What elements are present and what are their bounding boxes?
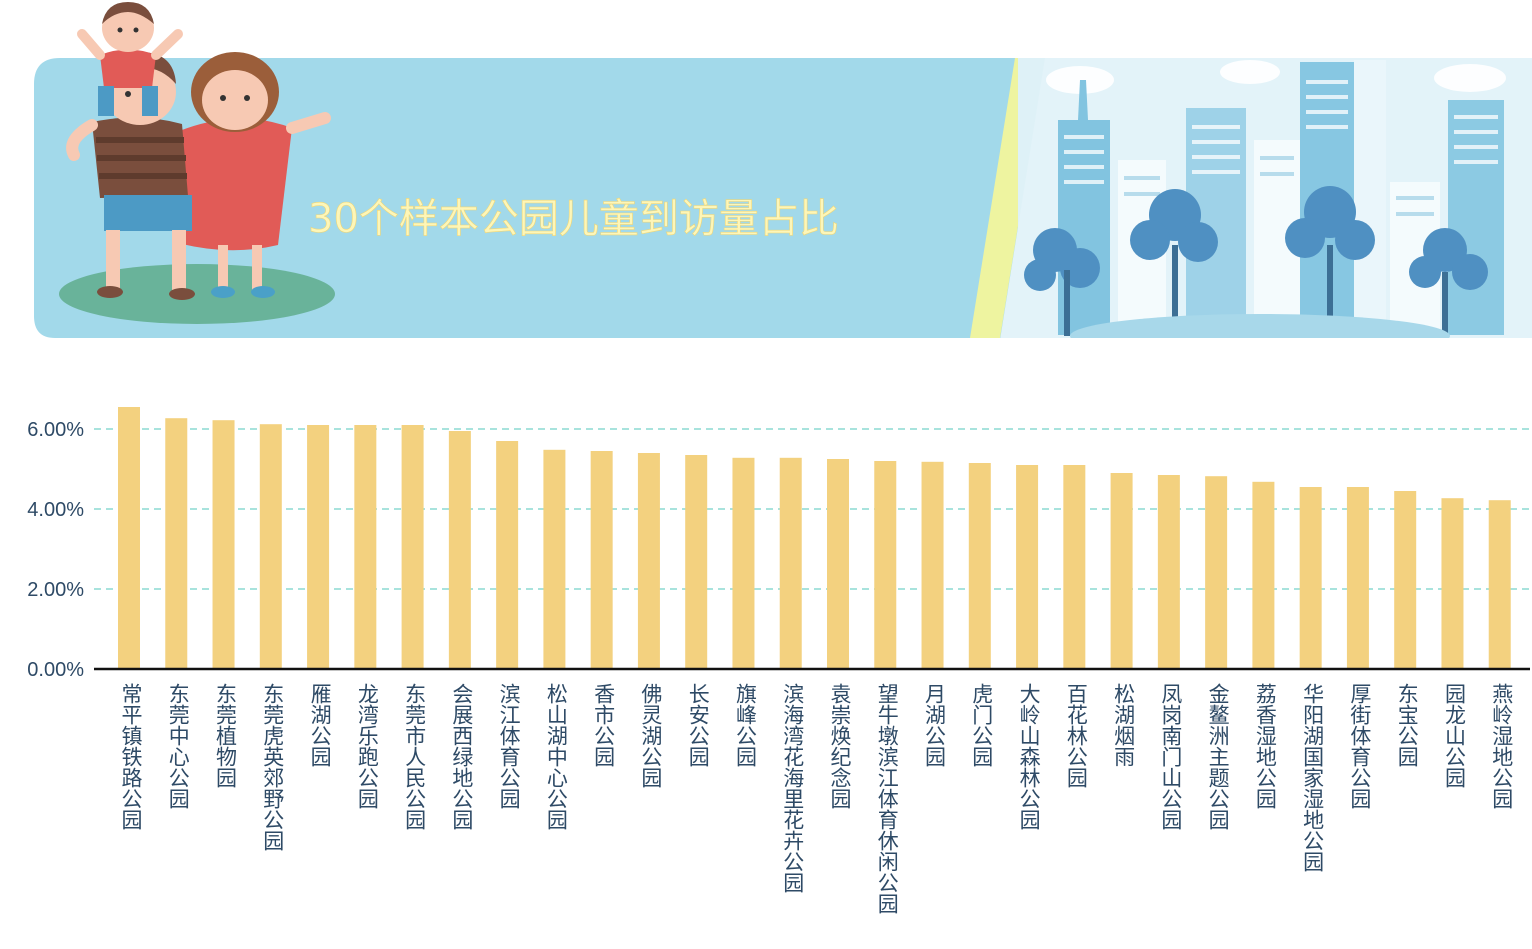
bar (1488, 500, 1511, 669)
x-tick-label: 会展西绿地公园 (450, 683, 474, 830)
x-tick-label: 东莞虎英郊野公园 (261, 683, 285, 851)
x-tick-label: 金鳌洲主题公园 (1206, 683, 1230, 830)
bar-chart: 0.00%2.00%4.00%6.00% 常平镇铁路公园 东莞中心公园 东莞植物园东… (27, 407, 1530, 914)
bar (543, 449, 566, 669)
x-tick-label: 龙湾乐跑公园 (355, 683, 379, 809)
x-tick-label: 松山湖中心公园 (544, 683, 568, 830)
x-tick-label: 园龙山公园 (1442, 683, 1466, 788)
bar (1016, 465, 1039, 669)
x-tick-label: 佛灵湖公园 (639, 683, 663, 788)
bar (1394, 491, 1417, 669)
x-tick-label: 大岭山森林公园 (1017, 683, 1041, 830)
x-tick-label: 凤岗南门山公园 (1159, 683, 1183, 830)
bar (165, 418, 188, 669)
bar (307, 425, 330, 669)
x-tick-label: 月湖公园 (923, 683, 947, 767)
x-tick-label: 香市公园 (592, 683, 616, 767)
ground-shadow (59, 264, 335, 324)
bar (874, 461, 897, 669)
family-illustration (66, 2, 331, 300)
bar (1157, 475, 1180, 669)
y-tick-label: 2.00% (27, 579, 84, 601)
x-tick-label: 松湖烟雨 (1112, 683, 1136, 767)
bar (354, 425, 377, 669)
x-tick-label: 厚街体育公园 (1348, 683, 1372, 809)
bar (590, 451, 613, 669)
bar (1252, 481, 1275, 669)
bars (118, 407, 1511, 669)
x-tick-label: 袁崇焕纪念园 (828, 683, 852, 809)
x-tick-label: 常平镇铁路公园 (119, 683, 143, 830)
bar (212, 420, 235, 669)
bar (496, 441, 519, 669)
bar (1346, 487, 1369, 669)
bar (637, 453, 660, 669)
y-tick-label: 0.00% (27, 659, 84, 681)
bar (732, 457, 755, 669)
x-tick-label: 虎门公园 (970, 683, 994, 767)
bar (1205, 476, 1228, 669)
bar (1063, 465, 1086, 669)
bar (401, 425, 424, 669)
x-tick-label: 东莞中心公园 (166, 683, 190, 809)
x-tick-label: 东莞植物园 (214, 683, 238, 788)
x-tick-label: 荔香湿地公园 (1253, 683, 1277, 809)
bar (1441, 498, 1464, 669)
y-tick-label: 4.00% (27, 499, 84, 521)
bar (779, 457, 802, 669)
x-tick-label: 望牛墩滨江体育休闲公园 (875, 683, 899, 914)
header-banner: 30个样本公园儿童到访量占比 (34, 2, 1532, 338)
bar (827, 459, 849, 669)
x-tick-label: 旗峰公园 (733, 683, 757, 767)
x-tick-label: 华阳湖国家湿地公园 (1301, 683, 1325, 872)
bar (921, 461, 944, 669)
y-tick-label: 6.00% (27, 419, 84, 441)
banner-title: 30个样本公园儿童到访量占比 (308, 196, 839, 242)
bar (118, 407, 140, 669)
x-tick-label: 雁湖公园 (308, 683, 332, 767)
bar (1110, 473, 1133, 669)
x-axis-labels: 常平镇铁路公园 东莞中心公园 东莞植物园 东莞虎英郊野公园 雁湖公园 龙湾乐跑公园 东莞市人… (119, 683, 1514, 914)
bar (448, 431, 471, 669)
x-tick-label: 滨江体育公园 (497, 683, 521, 809)
x-tick-label: 长安公园 (686, 683, 710, 767)
bar (968, 463, 991, 669)
bar (1299, 487, 1322, 669)
city-skyline-illustration (1024, 60, 1504, 338)
x-tick-label: 东宝公园 (1395, 683, 1419, 767)
x-tick-label: 滨海湾花海里花卉公园 (781, 683, 805, 893)
bar (685, 455, 708, 669)
bar (259, 424, 282, 669)
x-tick-label: 燕岭湿地公园 (1490, 683, 1514, 809)
y-axis-ticks: 0.00% 2.00% 4.00% 6.00% (27, 419, 84, 681)
x-tick-label: 东莞市人民公园 (403, 683, 427, 830)
x-tick-label: 百花林公园 (1064, 683, 1088, 788)
